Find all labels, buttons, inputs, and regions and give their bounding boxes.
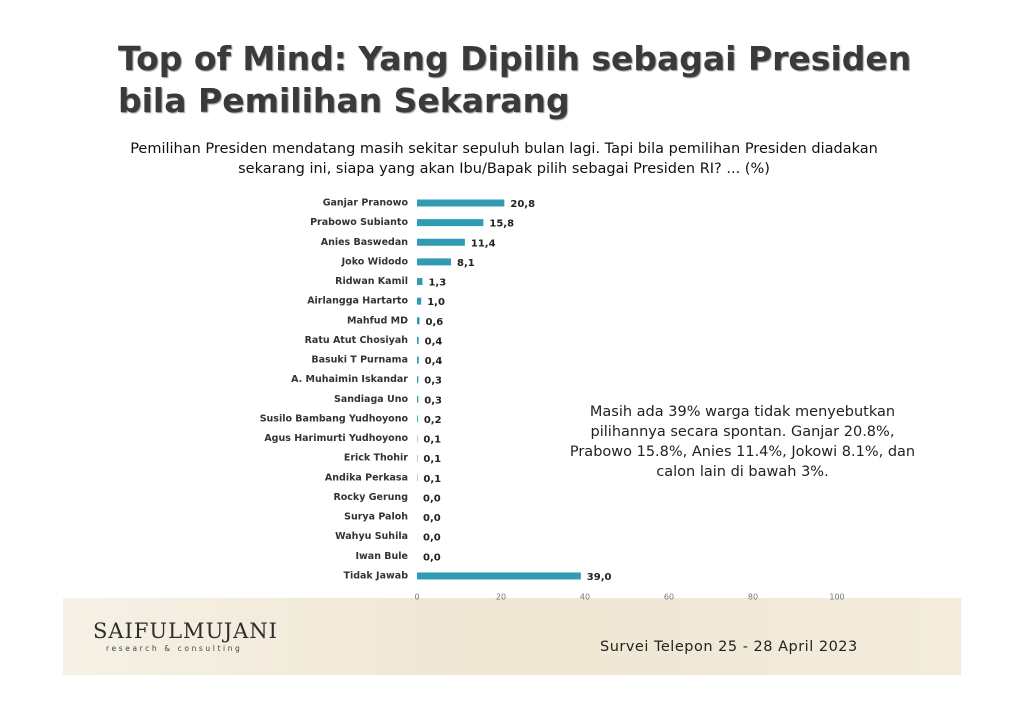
y-tick-label: Agus Harimurti Yudhoyono: [264, 433, 408, 444]
bar: [417, 415, 418, 423]
x-tick-label: 0: [414, 593, 419, 602]
question-text: Pemilihan Presiden mendatang masih sekit…: [130, 141, 878, 177]
logo-tagline: research & consulting: [106, 644, 243, 653]
y-tick-label: Surya Paloh: [344, 512, 408, 523]
value-label: 0,0: [423, 533, 441, 544]
value-label: 11,4: [471, 238, 496, 249]
annotation: Masih ada 39% warga tidak menyebutkan pi…: [569, 404, 916, 480]
value-label: 0,0: [423, 513, 441, 524]
y-tick-label: Wahyu Suhila: [335, 531, 408, 542]
bar: [417, 238, 465, 246]
survey-note: Survei Telepon 25 - 28 April 2023: [600, 639, 858, 655]
y-tick-label: Andika Perkasa: [325, 472, 408, 483]
footer-band: [63, 598, 961, 675]
bar: [417, 199, 505, 207]
bar: [417, 395, 419, 403]
value-label: 1,0: [427, 297, 445, 308]
bar: [417, 297, 422, 305]
y-tick-label: Joko Widodo: [341, 256, 409, 267]
value-label: 0,1: [423, 474, 441, 485]
x-tick-label: 100: [829, 593, 844, 602]
y-tick-label: Rocky Gerung: [333, 492, 408, 503]
y-tick-label: Prabowo Subianto: [310, 217, 408, 228]
value-label: 8,1: [457, 258, 475, 269]
y-tick-label: Ganjar Pranowo: [323, 198, 409, 209]
bar: [417, 278, 423, 286]
slide-title: Top of Mind: Yang Dipilih sebagai Presid…: [118, 39, 912, 120]
bar: [417, 376, 419, 384]
x-tick-label: 60: [664, 593, 674, 602]
y-tick-label: Anies Baswedan: [321, 237, 409, 248]
value-label: 15,8: [489, 219, 514, 230]
y-tick-label: Iwan Bule: [356, 551, 409, 562]
logo: SAIFULMUJANI: [93, 619, 278, 643]
y-tick-label: A. Muhaimin Iskandar: [291, 374, 408, 385]
bar: [417, 258, 452, 266]
x-tick-label: 20: [496, 593, 506, 602]
bar: [417, 336, 419, 344]
x-tick-label: 40: [580, 593, 590, 602]
y-tick-label: Susilo Bambang Yudhoyono: [260, 413, 409, 424]
value-label: 0,1: [423, 454, 441, 465]
value-label: 0,4: [425, 336, 443, 347]
bar: [417, 572, 581, 580]
y-tick-label: Ridwan Kamil: [335, 276, 408, 287]
y-tick-label: Airlangga Hartarto: [307, 296, 408, 307]
value-label: 0,4: [425, 356, 443, 367]
value-label: 0,3: [424, 395, 442, 406]
y-tick-label: Tidak Jawab: [343, 570, 408, 581]
y-tick-label: Sandiaga Uno: [334, 394, 408, 405]
bar: [417, 317, 420, 325]
value-label: 0,2: [424, 415, 442, 426]
bar: [417, 219, 484, 227]
value-label: 1,3: [428, 278, 446, 289]
value-label: 0,1: [423, 435, 441, 446]
value-label: 0,0: [423, 552, 441, 563]
value-label: 39,0: [587, 572, 612, 583]
bar: [417, 356, 419, 364]
y-tick-label: Mahfud MD: [347, 315, 408, 326]
value-label: 0,3: [424, 376, 442, 387]
value-label: 0,6: [426, 317, 444, 328]
x-tick-label: 80: [748, 593, 758, 602]
y-tick-label: Ratu Atut Chosiyah: [305, 335, 409, 346]
y-tick-label: Basuki T Purnama: [311, 355, 408, 366]
value-label: 20,8: [510, 199, 535, 210]
value-label: 0,0: [423, 493, 441, 504]
y-tick-label: Erick Thohir: [344, 453, 408, 464]
